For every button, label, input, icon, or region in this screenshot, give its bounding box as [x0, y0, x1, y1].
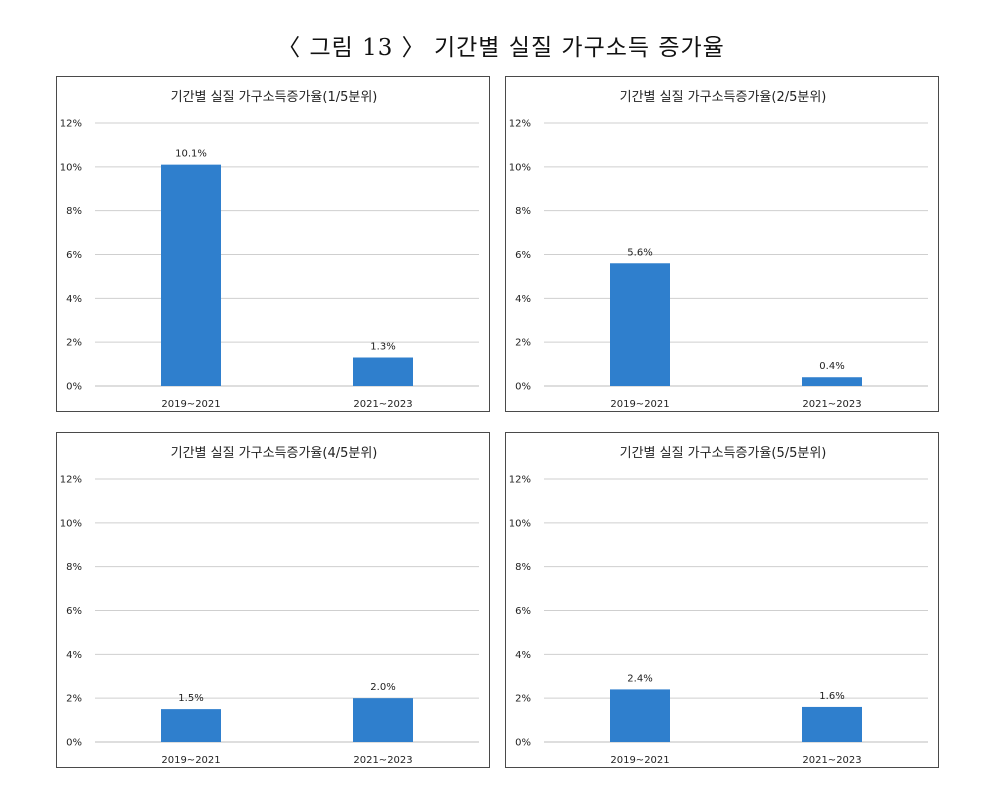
data-label: 2.4% — [627, 673, 652, 684]
y-tick-label: 10% — [509, 162, 531, 173]
data-label: 5.6% — [627, 247, 652, 258]
chart-title: 기간별 실질 가구소득증가율(1/5분위) — [171, 90, 378, 105]
figure-title: 〈 그림 13 〉 기간별 실질 가구소득 증가율 — [277, 35, 725, 61]
data-label: 1.5% — [178, 693, 203, 704]
bar — [161, 164, 221, 386]
y-tick-label: 12% — [509, 475, 531, 486]
bar — [802, 706, 862, 742]
y-tick-label: 10% — [60, 162, 82, 173]
chart-title: 기간별 실질 가구소득증가율(2/5분위) — [620, 90, 827, 105]
data-label: 1.3% — [370, 342, 395, 353]
y-tick-label: 4% — [66, 294, 82, 305]
y-tick-label: 8% — [515, 562, 531, 573]
x-tick-label: 2021~2023 — [353, 399, 412, 410]
chart-title: 기간별 실질 가구소득증가율(5/5분위) — [620, 446, 827, 461]
y-tick-label: 10% — [60, 518, 82, 529]
chart-panel-1: 기간별 실질 가구소득증가율(1/5분위) 0% 2% 4% 6% 8% 10% 12% 10.… — [56, 76, 490, 412]
y-tick-label: 2% — [66, 338, 82, 349]
y-tick-label: 6% — [66, 606, 82, 617]
chart-panel-3: 기간별 실질 가구소득증가율(4/5분위) 0% 2% 4% 6% 8% 10% 12% 1.5… — [56, 432, 490, 768]
bar — [161, 709, 221, 742]
data-label: 1.6% — [819, 691, 844, 702]
data-label: 0.4% — [819, 361, 844, 372]
y-tick-label: 0% — [66, 382, 82, 393]
chart-panel-4: 기간별 실질 가구소득증가율(5/5분위) 0% 2% 4% 6% 8% 10% 12% 2.4… — [505, 432, 939, 768]
bar — [353, 698, 413, 742]
x-tick-label: 2021~2023 — [353, 755, 412, 766]
y-tick-label: 0% — [66, 738, 82, 749]
y-tick-label: 2% — [515, 694, 531, 705]
y-tick-label: 6% — [66, 250, 82, 261]
bar — [802, 377, 862, 386]
bar — [353, 357, 413, 386]
bar-chart: 기간별 실질 가구소득증가율(1/5분위) 0% 2% 4% 6% 8% 10% 12% 10.… — [60, 90, 479, 410]
y-tick-label: 2% — [66, 694, 82, 705]
bar — [610, 263, 670, 386]
x-tick-label: 2021~2023 — [802, 755, 861, 766]
x-tick-label: 2021~2023 — [802, 399, 861, 410]
data-label: 2.0% — [370, 682, 395, 693]
x-tick-label: 2019~2021 — [161, 755, 220, 766]
chart-panel-2: 기간별 실질 가구소득증가율(2/5분위) 0% 2% 4% 6% 8% 10% 12% 5.6… — [505, 76, 939, 412]
x-tick-label: 2019~2021 — [161, 399, 220, 410]
chart-title: 기간별 실질 가구소득증가율(4/5분위) — [171, 446, 378, 461]
y-tick-label: 0% — [515, 738, 531, 749]
y-tick-label: 6% — [515, 250, 531, 261]
data-label: 10.1% — [175, 149, 207, 160]
y-tick-label: 8% — [66, 206, 82, 217]
y-tick-label: 4% — [66, 650, 82, 661]
bar-chart: 기간별 실질 가구소득증가율(5/5분위) 0% 2% 4% 6% 8% 10% 12% 2.4… — [509, 446, 928, 766]
y-tick-label: 4% — [515, 294, 531, 305]
y-tick-label: 12% — [509, 119, 531, 130]
y-tick-label: 12% — [60, 119, 82, 130]
y-tick-label: 6% — [515, 606, 531, 617]
y-tick-label: 10% — [509, 518, 531, 529]
y-tick-label: 0% — [515, 382, 531, 393]
y-tick-label: 4% — [515, 650, 531, 661]
y-tick-label: 2% — [515, 338, 531, 349]
y-tick-label: 12% — [60, 475, 82, 486]
bar — [610, 689, 670, 742]
y-tick-label: 8% — [66, 562, 82, 573]
x-tick-label: 2019~2021 — [610, 399, 669, 410]
x-tick-label: 2019~2021 — [610, 755, 669, 766]
bar-chart: 기간별 실질 가구소득증가율(2/5분위) 0% 2% 4% 6% 8% 10% 12% 5.6… — [509, 90, 928, 410]
bar-chart: 기간별 실질 가구소득증가율(4/5분위) 0% 2% 4% 6% 8% 10% 12% 1.5… — [60, 446, 479, 766]
y-tick-label: 8% — [515, 206, 531, 217]
